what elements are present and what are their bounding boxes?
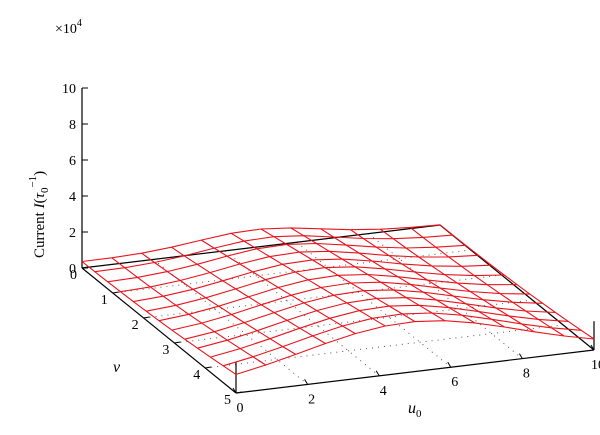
y-axis-label: v <box>113 359 121 376</box>
z-tick-label: 2 <box>69 226 76 241</box>
surface-line-v <box>81 261 237 375</box>
u-tick-label: 4 <box>380 384 387 399</box>
surface-line-v <box>290 227 446 322</box>
v-tick-mark <box>112 291 119 294</box>
v-tick-label: 0 <box>70 268 77 283</box>
v-axis-line <box>81 267 237 394</box>
back-edge-u <box>81 224 441 269</box>
u-tick-mark <box>232 387 237 394</box>
surface-line-v <box>379 228 535 333</box>
u-tick-label: 8 <box>523 367 530 382</box>
surface-line-v <box>350 229 505 328</box>
surface-line-v <box>260 228 416 323</box>
surface-line-v <box>320 228 475 324</box>
v-tick-label: 1 <box>101 293 108 308</box>
z-tick-label: 10 <box>62 82 76 97</box>
v-tick-label: 2 <box>132 318 139 333</box>
v-tick-mark <box>174 341 181 344</box>
u-tick-mark <box>518 353 523 359</box>
surface-line-v <box>141 252 296 355</box>
surface-line-u <box>235 320 595 375</box>
u-tick-mark <box>304 379 309 385</box>
u-tick-mark <box>590 344 595 351</box>
surface-line-u <box>133 258 492 303</box>
u-tick-mark <box>375 370 380 377</box>
u-tick-mark <box>447 361 452 368</box>
surface-line-u <box>210 304 569 358</box>
surface-line-v <box>111 257 267 366</box>
v-tick-mark <box>143 316 150 319</box>
x-axis-label: u0 <box>408 400 422 420</box>
surface-line-v <box>439 224 595 340</box>
floor-grid-line-u <box>368 233 523 359</box>
z-tick-label: 0 <box>69 262 76 277</box>
v-tick-label: 3 <box>162 343 169 358</box>
v-tick-label: 5 <box>224 393 231 408</box>
surface-line-v <box>230 232 386 327</box>
floor-grid-line-v <box>205 324 564 369</box>
u-tick-label: 2 <box>308 392 315 407</box>
z-tick-label: 6 <box>69 154 76 169</box>
surface-mesh <box>81 224 595 375</box>
axis-ticks: 0 2 4 6 8 10 0 2 4 6 8 10 0 1 2 3 4 5 <box>62 82 600 416</box>
u-tick-label: 0 <box>237 401 244 416</box>
axis-frame <box>81 88 595 394</box>
v-tick-label: 4 <box>193 368 200 383</box>
z-scale-label: ×104 <box>55 18 82 37</box>
u-tick-label: 6 <box>451 375 458 390</box>
v-tick-mark <box>205 366 212 369</box>
v-tick-mark <box>235 391 243 394</box>
surface-line-u <box>81 224 441 263</box>
v-tick-mark <box>81 266 89 269</box>
surface-line-v <box>201 239 356 335</box>
floor-grid-line-v <box>174 299 533 344</box>
z-axis-label: Current I(τ0−1) <box>27 171 51 258</box>
u-axis-line <box>235 349 595 394</box>
z-tick-label: 8 <box>69 118 76 133</box>
u-tick-label: 10 <box>591 358 600 373</box>
z-tick-label: 4 <box>69 190 76 205</box>
surface-line-v <box>171 246 326 344</box>
surface-line-v <box>409 226 565 337</box>
